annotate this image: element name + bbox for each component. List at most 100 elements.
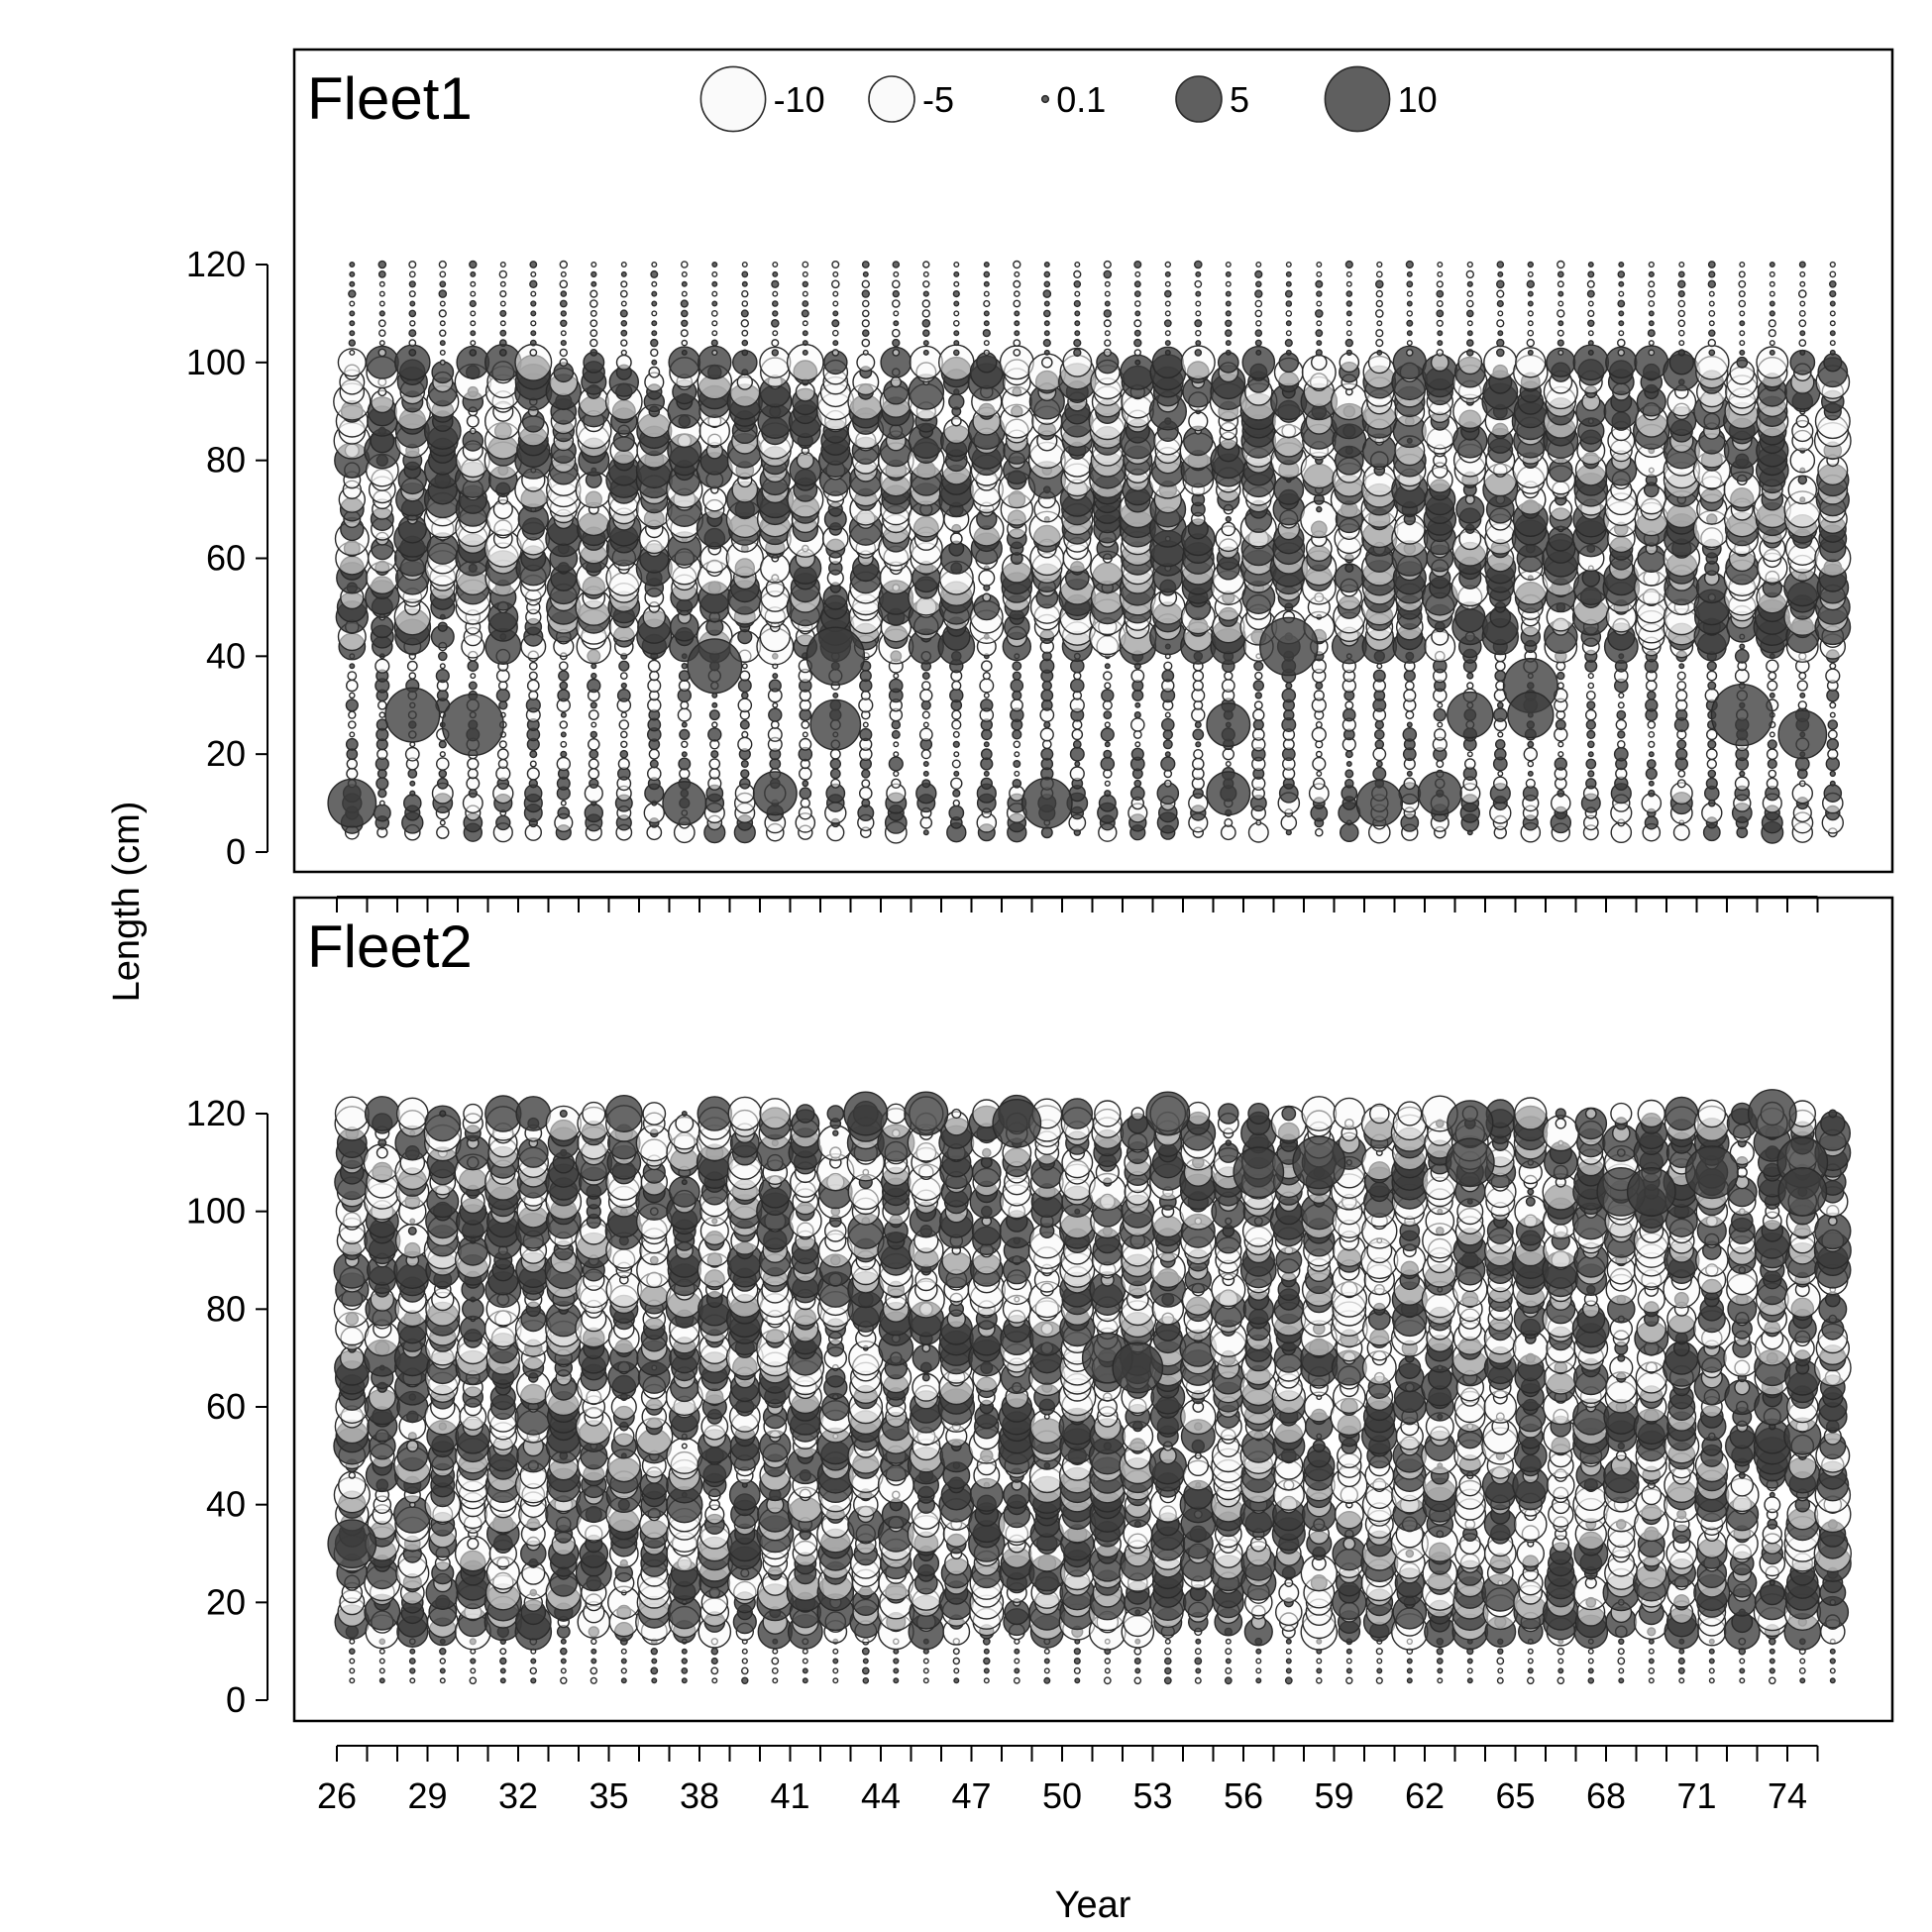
residual-bubble — [919, 816, 933, 829]
residual-bubble — [409, 1667, 416, 1674]
residual-bubble — [1585, 758, 1597, 770]
residual-bubble — [949, 532, 963, 546]
residual-bubble — [1161, 717, 1175, 732]
residual-bubble — [407, 1226, 417, 1235]
residual-bubble — [892, 328, 901, 338]
residual-bubble — [470, 330, 477, 337]
residual-bubble — [1645, 680, 1658, 692]
residual-bubble — [1766, 659, 1779, 673]
residual-bubble — [528, 671, 538, 681]
residual-bubble — [1313, 777, 1326, 791]
residual-bubble — [772, 701, 779, 708]
residual-bubble — [1406, 770, 1413, 777]
residual-bubble — [408, 261, 417, 269]
residual-bubble — [498, 339, 507, 347]
residual-bubble — [1344, 700, 1354, 710]
residual-bubble — [921, 779, 931, 789]
residual-bubble — [861, 799, 871, 808]
residual-bubble — [1829, 270, 1837, 278]
residual-bubble — [439, 1658, 446, 1664]
residual-bubble — [378, 300, 385, 307]
residual-bubble — [1829, 662, 1837, 670]
residual-bubble — [1285, 682, 1293, 690]
residual-bubble — [1739, 310, 1746, 317]
residual-bubble — [983, 1667, 990, 1674]
residual-bubble — [408, 329, 417, 338]
residual-bubble — [832, 692, 839, 698]
residual-bubble — [590, 262, 597, 268]
residual-bubble — [469, 260, 478, 269]
residual-bubble — [1285, 270, 1292, 277]
residual-bubble — [620, 1648, 627, 1655]
residual-bubble — [349, 1667, 356, 1674]
residual-bubble — [1222, 748, 1235, 761]
residual-bubble — [1795, 414, 1810, 428]
residual-bubble — [559, 661, 569, 672]
residual-bubble — [711, 1677, 718, 1684]
residual-bubble — [772, 262, 779, 268]
residual-bubble — [1013, 279, 1021, 288]
residual-bubble — [1678, 262, 1685, 268]
residual-bubble — [952, 1657, 960, 1665]
residual-bubble — [1466, 299, 1474, 308]
y-tick-label: 120 — [186, 1093, 246, 1133]
residual-bubble — [1769, 262, 1775, 268]
residual-bubble — [772, 1677, 779, 1684]
residual-bubble — [620, 339, 628, 347]
residual-bubble — [1617, 730, 1626, 739]
residual-bubble — [832, 270, 839, 277]
residual-bubble — [620, 1677, 627, 1684]
residual-bubble — [1615, 718, 1628, 731]
residual-bubble — [1375, 299, 1384, 308]
residual-bubble — [1586, 289, 1595, 298]
residual-bubble — [1254, 309, 1263, 318]
residual-bubble — [802, 1658, 808, 1664]
residual-bubble — [952, 740, 960, 748]
residual-bubble — [862, 1658, 869, 1664]
residual-bubble — [801, 720, 810, 729]
residual-bubble — [1708, 329, 1716, 337]
residual-bubble — [772, 330, 779, 337]
residual-bubble — [349, 663, 356, 670]
residual-bubble — [378, 280, 385, 287]
residual-bubble — [651, 300, 658, 307]
residual-bubble — [1129, 786, 1145, 802]
residual-bubble — [1134, 300, 1141, 307]
residual-bubble — [470, 340, 477, 347]
residual-bubble — [831, 349, 840, 357]
residual-bubble — [892, 261, 901, 268]
residual-bubble — [681, 751, 688, 758]
residual-bubble — [678, 757, 692, 771]
residual-bubble — [952, 1648, 960, 1656]
residual-bubbles — [327, 1089, 1853, 1685]
residual-bubble — [1345, 1667, 1352, 1674]
residual-bubble — [1191, 707, 1206, 722]
residual-bubble — [1437, 330, 1444, 337]
residual-bubble — [648, 366, 661, 378]
residual-bubble — [378, 1648, 385, 1655]
residual-bubble — [1281, 1106, 1297, 1122]
residual-bubble — [1070, 678, 1085, 694]
residual-bubble — [1527, 310, 1534, 317]
residual-bubble — [1315, 721, 1323, 729]
residual-bubble — [741, 262, 748, 268]
residual-bubble — [862, 349, 869, 356]
residual-bubble — [1073, 339, 1082, 348]
residual-bubble — [615, 354, 632, 371]
residual-bubble — [528, 661, 538, 671]
residual-bubble — [559, 720, 569, 729]
residual-bubble — [1466, 290, 1474, 297]
residual-bubble — [1587, 770, 1595, 778]
residual-bubble — [893, 320, 900, 327]
residual-bubble — [648, 748, 660, 760]
residual-bubble — [620, 1658, 627, 1664]
residual-bubble — [409, 1677, 416, 1684]
y-tick-label: 20 — [206, 733, 246, 774]
residual-bubble — [921, 710, 930, 719]
residual-bubble — [861, 279, 870, 288]
residual-bubble — [1827, 729, 1838, 740]
residual-bubble — [1403, 689, 1417, 702]
residual-bubble — [1225, 300, 1232, 307]
residual-bubble — [1581, 569, 1601, 588]
residual-bubble — [1556, 280, 1564, 288]
